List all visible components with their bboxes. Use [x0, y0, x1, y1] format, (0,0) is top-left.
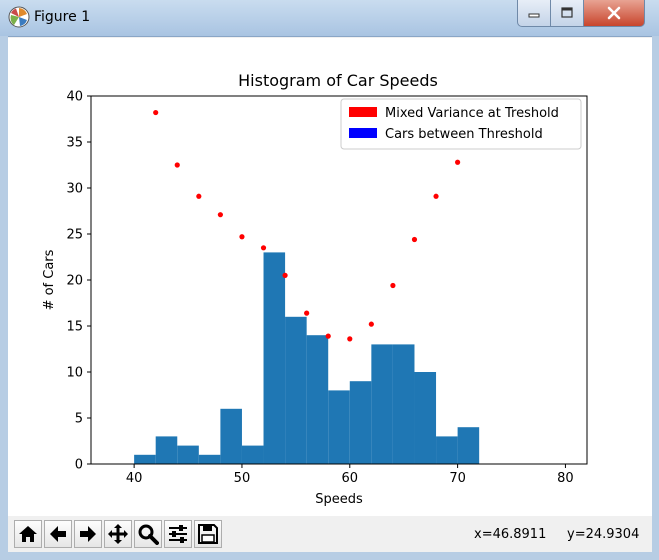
x-tick-label: 50 — [234, 471, 251, 486]
y-tick-label: 0 — [75, 458, 83, 473]
x-tick-label: 70 — [449, 471, 466, 486]
title-bar[interactable]: Figure 1 — [0, 0, 659, 37]
histogram-bar — [328, 390, 350, 464]
y-tick-label: 30 — [66, 182, 83, 197]
data-point — [260, 245, 267, 251]
histogram-bar — [198, 454, 221, 464]
y-tick-label: 10 — [66, 366, 83, 381]
legend-swatch — [349, 107, 377, 117]
histogram-bar — [285, 316, 307, 464]
matplotlib-logo-icon — [8, 6, 30, 28]
back-button[interactable] — [44, 520, 72, 548]
data-point — [282, 272, 288, 278]
histogram-bar — [414, 372, 437, 464]
minimize-icon — [528, 13, 540, 18]
x-tick-label: 80 — [557, 471, 574, 486]
subplots-button[interactable] — [164, 520, 192, 548]
minimize-button[interactable] — [517, 0, 551, 27]
histogram-bars — [134, 252, 480, 464]
save-button[interactable] — [194, 520, 222, 548]
forward-button[interactable] — [74, 520, 102, 548]
move-arrows-icon — [108, 524, 128, 544]
cursor-coordinates: x=46.8911 y=24.9304 — [474, 527, 640, 542]
data-point — [411, 236, 418, 243]
data-point — [368, 321, 374, 327]
x-tick-label: 40 — [126, 471, 143, 486]
pan-button[interactable] — [104, 520, 132, 548]
arrow-left-icon — [50, 526, 66, 542]
data-point — [174, 162, 180, 168]
window-frame-bottom — [0, 552, 659, 560]
histogram-bar — [436, 436, 458, 464]
y-tick-label: 40 — [66, 90, 83, 105]
legend-swatch — [349, 128, 377, 138]
x-axis-label: Speeds — [315, 492, 363, 507]
home-icon — [19, 526, 37, 542]
arrow-right-icon — [80, 526, 96, 542]
y-tick-label: 5 — [75, 412, 83, 427]
histogram-bar — [349, 381, 372, 464]
data-point — [304, 310, 310, 316]
navigation-toolbar: x=46.8911 y=24.9304 — [8, 516, 652, 552]
data-point — [153, 109, 159, 116]
close-icon — [607, 6, 621, 20]
home-button[interactable] — [14, 520, 42, 548]
data-point — [347, 336, 353, 342]
maximize-icon — [561, 7, 573, 18]
window-frame-left — [0, 36, 8, 552]
figure-canvas[interactable]: Histogram of Car Speeds Speeds # of Cars… — [8, 38, 652, 516]
floppy-disk-icon — [198, 524, 218, 544]
magnifier-icon — [138, 524, 159, 545]
data-point — [455, 159, 461, 165]
histogram-bar — [392, 344, 415, 464]
window-frame-right — [652, 36, 659, 552]
legend-label: Cars between Threshold — [385, 127, 543, 142]
histogram-bar — [155, 436, 178, 464]
axes: 40 50 60 70 80 0 5 10 15 20 25 30 35 40 — [66, 90, 588, 486]
histogram-bar — [371, 344, 393, 464]
x-tick-label: 60 — [342, 471, 359, 486]
histogram-bar — [241, 445, 264, 464]
y-tick-label: 20 — [66, 274, 83, 289]
data-point — [390, 282, 396, 289]
histogram-bar — [177, 445, 199, 464]
y-axis-label: # of Cars — [42, 249, 57, 310]
histogram-bar — [457, 427, 480, 464]
legend-label: Mixed Variance at Treshold — [385, 106, 559, 121]
data-point — [433, 193, 439, 199]
data-point — [196, 193, 202, 199]
y-tick-label: 15 — [66, 320, 83, 335]
close-button[interactable] — [583, 0, 645, 27]
data-point — [217, 212, 223, 218]
legend-box — [340, 98, 582, 150]
chart-title: Histogram of Car Speeds — [238, 71, 438, 90]
histogram-bar — [134, 454, 156, 464]
data-point — [325, 333, 331, 339]
y-tick-label: 25 — [66, 228, 83, 243]
sliders-icon — [169, 525, 187, 543]
window-title: Figure 1 — [34, 9, 91, 25]
histogram-bar — [263, 252, 286, 464]
legend: Mixed Variance at Treshold Cars between T… — [340, 98, 582, 150]
maximize-button[interactable] — [550, 0, 584, 27]
scatter-points — [153, 109, 461, 342]
zoom-button[interactable] — [134, 520, 162, 548]
y-tick-label: 35 — [66, 136, 83, 151]
histogram-bar — [306, 335, 329, 464]
histogram-chart[interactable]: Histogram of Car Speeds Speeds # of Cars… — [8, 38, 652, 516]
data-point — [239, 234, 245, 240]
histogram-bar — [220, 408, 242, 464]
